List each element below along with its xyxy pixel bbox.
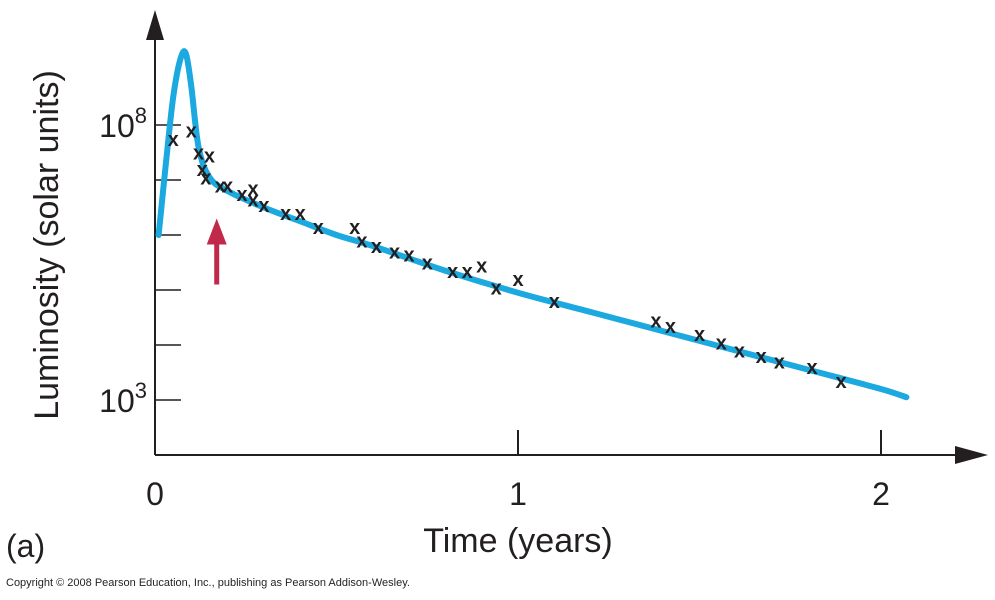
data-point: x (650, 310, 661, 332)
x-tick-label: 0 (146, 476, 164, 512)
x-axis-label: Time (years) (423, 522, 613, 560)
light-curve-line (155, 48, 910, 401)
data-point: x (371, 236, 382, 258)
data-point: x (204, 145, 215, 167)
data-point: x (222, 176, 233, 198)
data-point: x (512, 269, 523, 291)
points-layer: x xx xxx xx x xx x x xx xx x x x x x x xx xxx x x x x x x xx (168, 121, 847, 393)
data-point: x (549, 291, 560, 313)
x-tick-label: 1 (509, 476, 527, 512)
x-axis-arrowhead (955, 446, 988, 464)
data-point: x (462, 261, 473, 283)
data-point: x (349, 217, 360, 239)
ticks: 108 103 0 1 2 (99, 103, 890, 512)
x-tick-label: 2 (872, 476, 890, 512)
data-point: x (186, 121, 197, 143)
axes (146, 10, 988, 464)
copyright-notice: Copyright © 2008 Pearson Education, Inc.… (6, 577, 410, 589)
data-point: x (491, 277, 502, 299)
data-point: x (313, 217, 324, 239)
data-point: x (295, 203, 306, 225)
data-point: x (756, 346, 767, 368)
data-point: x (197, 159, 208, 181)
data-point: x (665, 316, 676, 338)
y-tick-label: 103 (99, 378, 147, 419)
data-point: x (836, 371, 847, 393)
data-point: x (694, 324, 705, 346)
data-point: x (247, 189, 258, 211)
data-point: x (716, 332, 727, 354)
data-point: x (237, 184, 248, 206)
data-point: x (280, 203, 291, 225)
data-point: x (476, 255, 487, 277)
data-point: x (247, 178, 258, 200)
data-point: x (422, 253, 433, 275)
y-axis-label: Luminosity (solar units) (28, 70, 66, 420)
data-point: x (447, 261, 458, 283)
data-point: x (200, 167, 211, 189)
data-point: x (193, 143, 204, 165)
panel-label: (a) (6, 528, 46, 564)
data-point: x (356, 231, 367, 253)
arrow-layer (206, 218, 227, 285)
data-point: x (258, 195, 269, 217)
data-point: x (734, 341, 745, 363)
y-tick-label: 108 (99, 103, 147, 144)
data-point: x (806, 357, 817, 379)
data-point: x (404, 244, 415, 266)
data-point: x (774, 352, 785, 374)
arrow-head (206, 218, 227, 245)
data-point: x (168, 129, 179, 151)
data-point: x (389, 242, 400, 264)
y-axis-arrowhead (146, 10, 164, 40)
data-point: x (215, 176, 226, 198)
curve-layer (155, 48, 910, 401)
